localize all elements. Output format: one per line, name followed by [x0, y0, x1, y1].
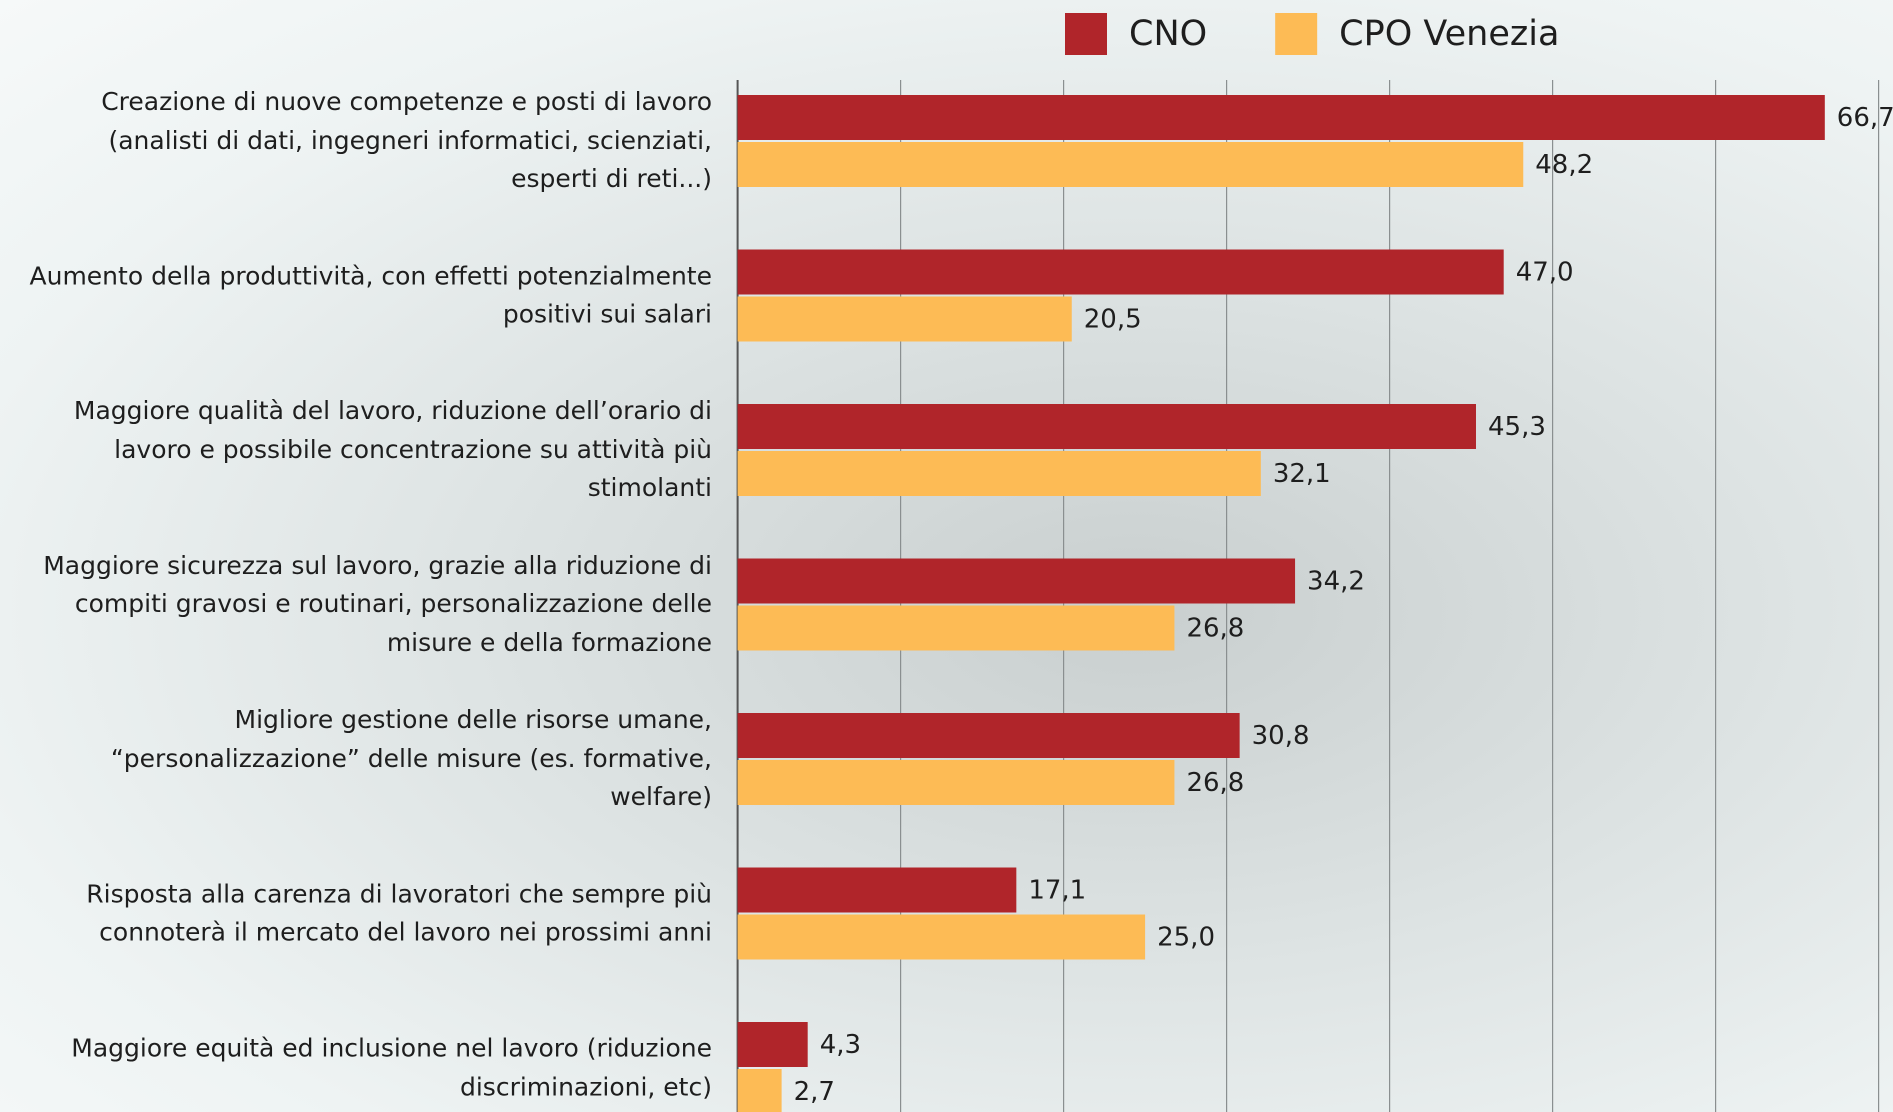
bar: [738, 1022, 808, 1067]
value-label: 4,3: [820, 1030, 861, 1060]
category-label: Risposta alla carenza di lavoratori che …: [0, 875, 712, 952]
value-label: 26,8: [1186, 614, 1244, 644]
bar: [738, 713, 1240, 758]
value-label: 34,2: [1307, 567, 1365, 597]
value-label: 32,1: [1273, 459, 1331, 489]
bar: [738, 404, 1476, 449]
bar: [738, 915, 1146, 960]
page: 66,7 48,2 47,0 20,5 45,3 32,1 34,2 26,8 30,8 26,8…: [0, 0, 1893, 1112]
value-label: 45,3: [1488, 412, 1546, 442]
category-label: Migliore gestione delle risorse umane, “…: [0, 701, 712, 817]
legend-swatch: [1275, 13, 1317, 55]
bar: [738, 142, 1524, 187]
value-label: 17,1: [1028, 876, 1086, 906]
category-label: Aumento della produttività, con effetti …: [0, 257, 712, 334]
bar: [738, 760, 1175, 805]
value-label: 26,8: [1186, 768, 1244, 798]
legend-label: CNO: [1129, 14, 1207, 54]
value-label: 2,7: [794, 1077, 835, 1107]
bar: [738, 606, 1175, 651]
value-label: 25,0: [1157, 923, 1215, 953]
value-label: 30,8: [1252, 721, 1310, 751]
bar: [738, 297, 1072, 342]
category-label: Maggiore equità ed inclusione nel lavoro…: [0, 1029, 712, 1106]
value-label: 48,2: [1535, 150, 1593, 180]
category-label: Maggiore sicurezza sul lavoro, grazie al…: [0, 547, 712, 663]
bar: [738, 250, 1504, 295]
value-label: 20,5: [1084, 305, 1142, 335]
legend-swatch: [1065, 13, 1107, 55]
value-label: 66,7: [1837, 103, 1893, 133]
bar: [738, 95, 1825, 140]
value-label: 47,0: [1516, 258, 1574, 288]
bar: [738, 451, 1261, 496]
bar: [738, 868, 1017, 913]
legend-label: CPO Venezia: [1339, 14, 1559, 54]
category-label: Creazione di nuove competenze e posti di…: [0, 83, 712, 199]
category-label: Maggiore qualità del lavoro, riduzione d…: [0, 392, 712, 508]
bar: [738, 1069, 782, 1112]
bar: [738, 559, 1295, 604]
